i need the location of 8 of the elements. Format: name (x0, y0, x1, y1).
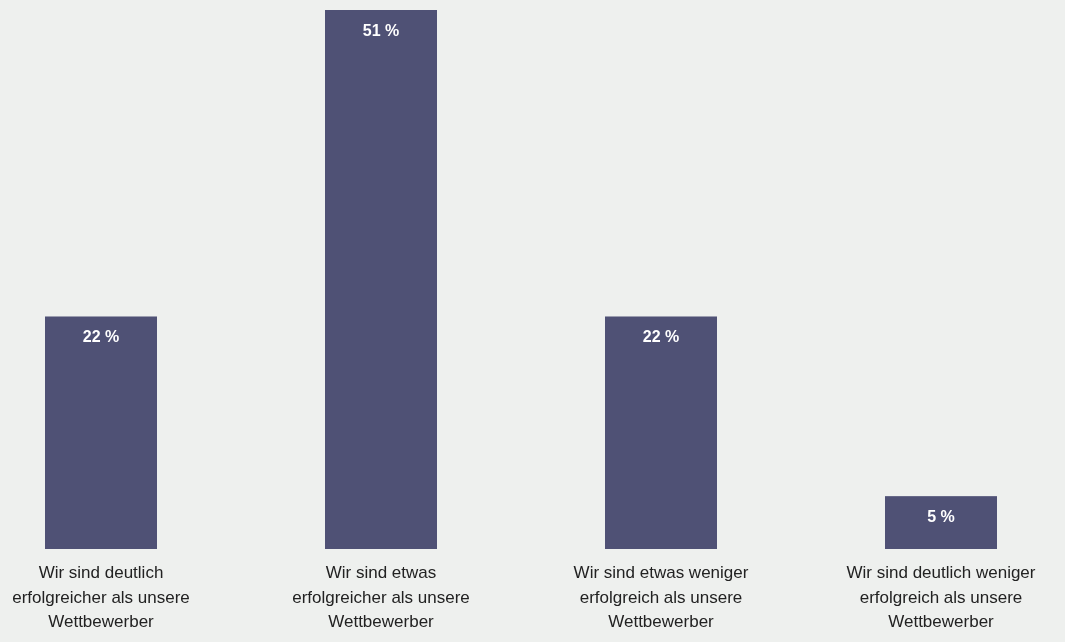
data-label: 22 % (642, 328, 680, 346)
x-tick-label: Wir sind deutlich erfolgreicher als unsere Wettbewerber (12, 563, 190, 631)
x-tick-label: Wir sind etwas erfolgreicher als unsere Wettbewerber (292, 563, 470, 631)
x-tick-label: Wir sind deutlich weniger erfolgreich als unsere Wettbewerber (846, 563, 1036, 631)
data-label: 51 % (362, 22, 400, 39)
x-tick-label: Wir sind etwas weniger erfolgreich als unsere Wettbewerber (573, 563, 749, 631)
data-label: 22 % (82, 328, 120, 346)
data-label: 5 % (927, 508, 955, 526)
